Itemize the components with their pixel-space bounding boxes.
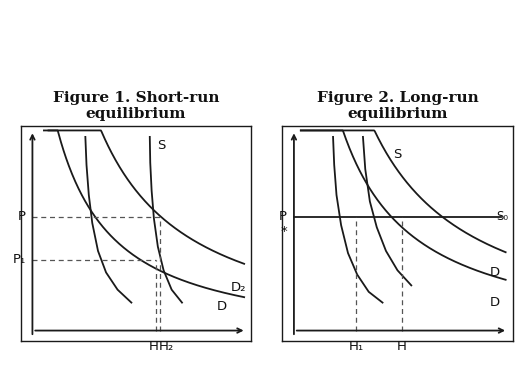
Text: H: H	[397, 340, 407, 353]
Text: H₂: H₂	[158, 340, 174, 353]
Title: Figure 2. Long-run
equilibrium: Figure 2. Long-run equilibrium	[316, 91, 479, 121]
Text: P: P	[279, 210, 287, 223]
Text: D₂: D₂	[230, 281, 246, 294]
Text: H₁: H₁	[348, 340, 363, 353]
Text: P₁: P₁	[12, 253, 26, 266]
Text: D: D	[490, 296, 499, 309]
Text: S₀: S₀	[496, 210, 508, 223]
Text: S: S	[393, 148, 401, 161]
Text: *: *	[280, 225, 287, 238]
Text: D: D	[490, 266, 499, 279]
Title: Figure 1. Short-run
equilibrium: Figure 1. Short-run equilibrium	[53, 91, 219, 121]
Text: D: D	[217, 301, 226, 313]
Text: S: S	[157, 139, 165, 152]
Text: H: H	[149, 340, 158, 353]
Text: P: P	[18, 210, 26, 223]
